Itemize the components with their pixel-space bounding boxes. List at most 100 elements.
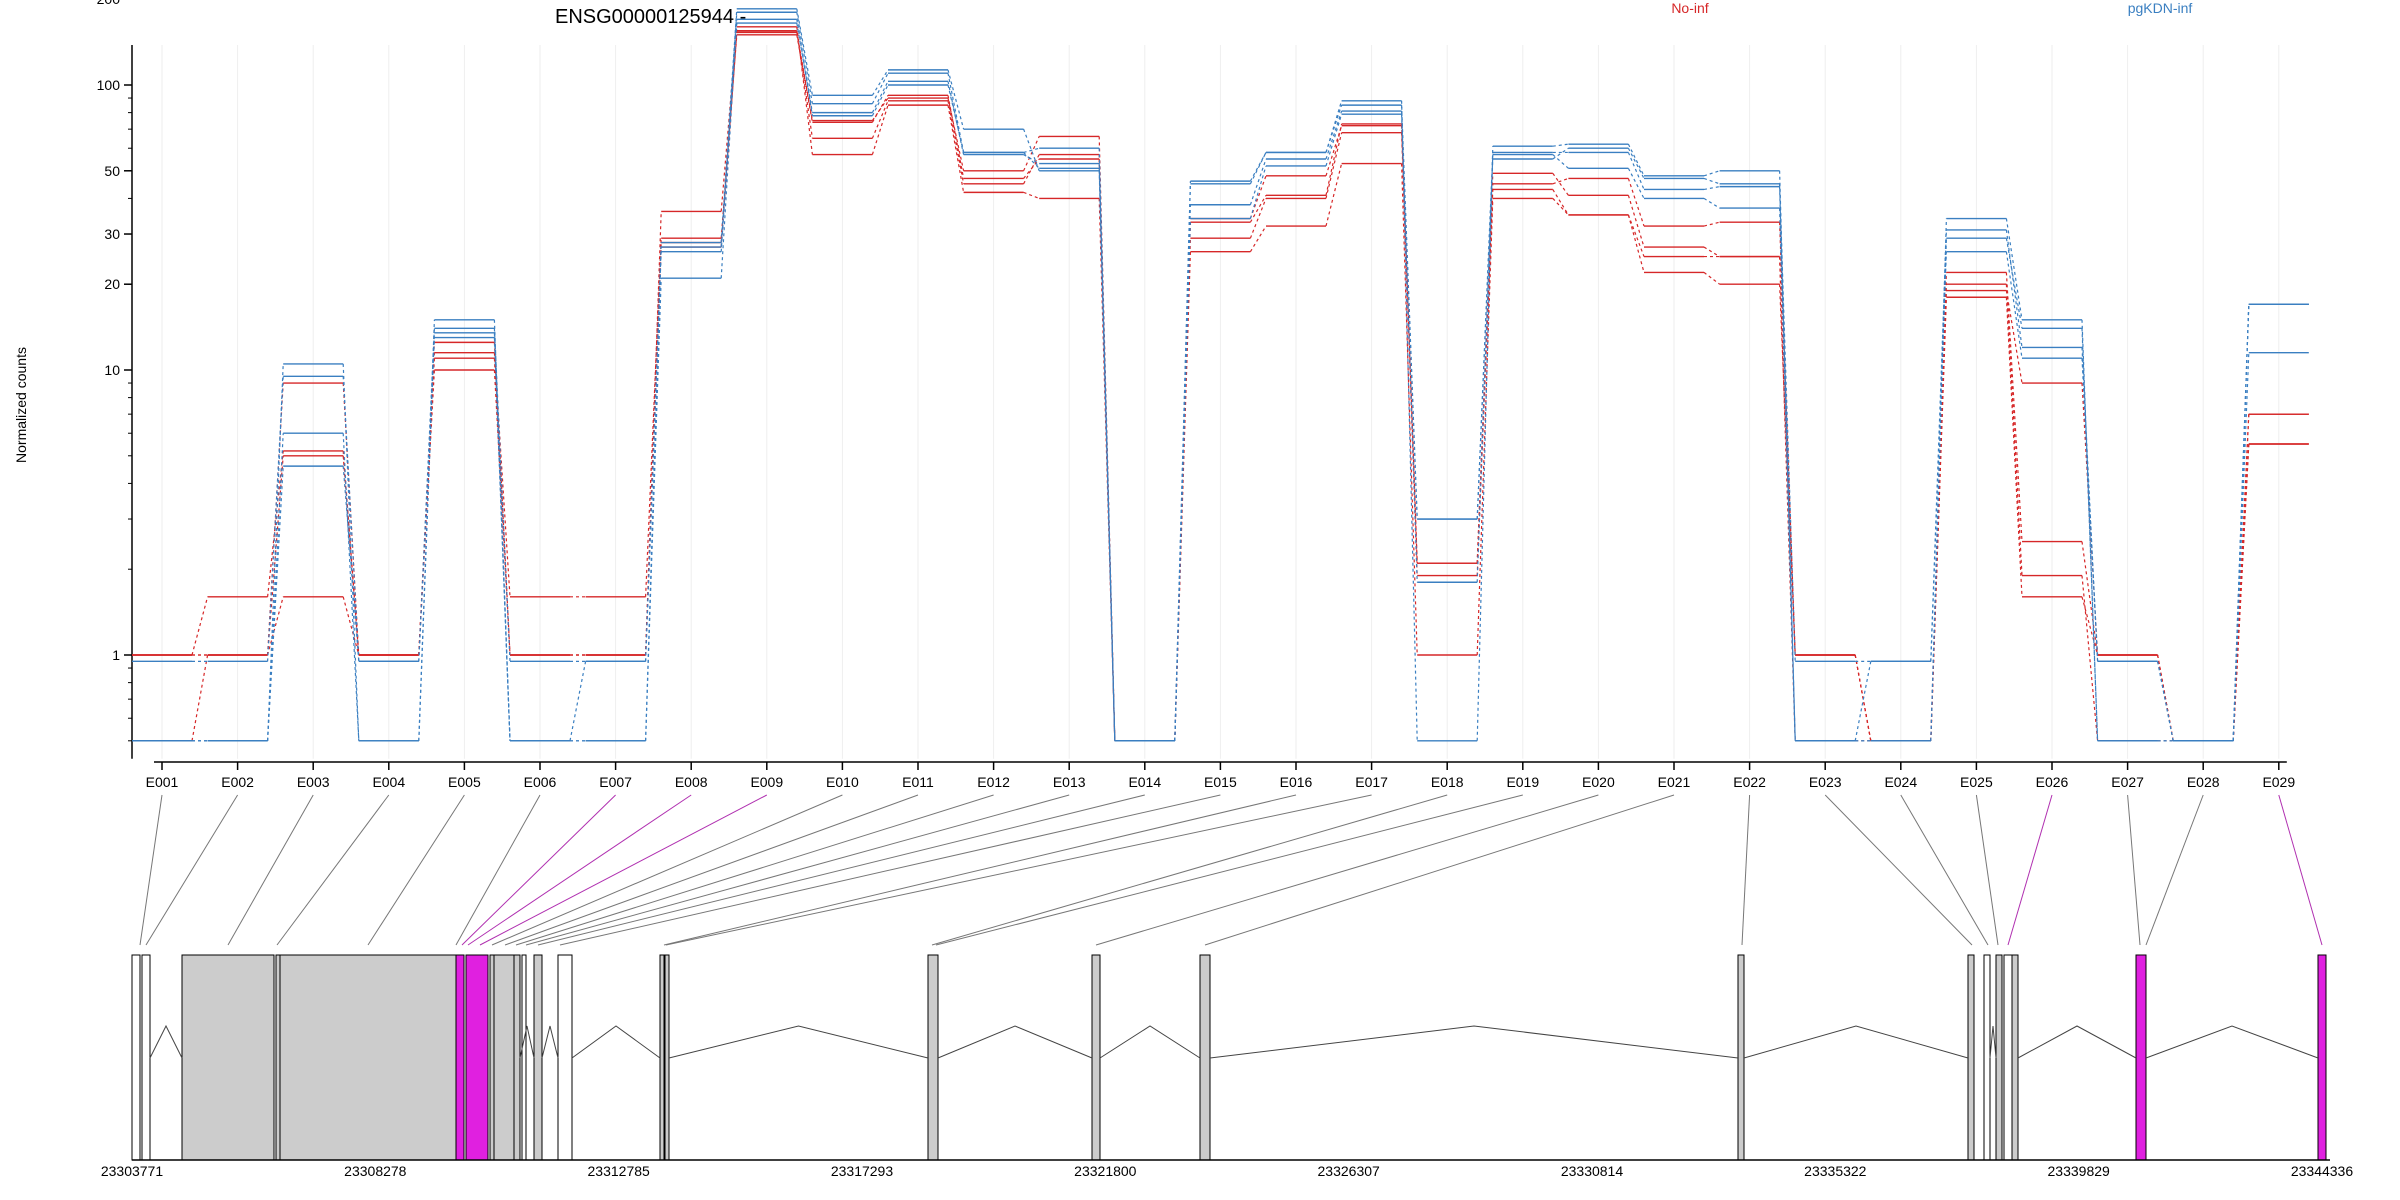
- x-tick-label-e016: E016: [1280, 774, 1313, 790]
- y-axis: 1 10 20 30 50 100 200: [97, 0, 133, 759]
- connector-e021: [1204, 794, 1675, 946]
- connector-e013: [525, 794, 1070, 946]
- coordinate-label-2: 23308278: [344, 1163, 407, 1179]
- segment-8-10: [871, 69, 889, 96]
- segment-7-11: [947, 73, 965, 153]
- segment-8-21: [1703, 170, 1720, 177]
- segment-7-26: [2081, 347, 2099, 662]
- segment-8-24: [1930, 218, 1947, 741]
- exon-box-19: [1737, 954, 1745, 1161]
- exon-box-17: [1091, 954, 1101, 1161]
- segment-4-11: [947, 97, 965, 171]
- exon-box-12: [533, 954, 543, 1161]
- segment-6-13: [1098, 163, 1116, 741]
- segment-7-21: [1703, 177, 1720, 185]
- segment-5-19: [1552, 154, 1569, 169]
- segment-4-25: [2005, 290, 2023, 384]
- x-tick-label-e014: E014: [1128, 774, 1161, 790]
- segment-6-10: [871, 81, 889, 113]
- segment-7-13: [1098, 148, 1116, 741]
- connector-e009: [479, 794, 768, 946]
- coordinate-label-9: 23339829: [2048, 1163, 2111, 1179]
- connector-e027: [2127, 794, 2141, 946]
- segment-8-18: [1476, 146, 1494, 741]
- intron-chevron-11: [2017, 1025, 2137, 1059]
- segment-6-20: [1627, 152, 1645, 190]
- segment-5-15: [1249, 165, 1267, 219]
- exon-box-1: [131, 954, 141, 1161]
- coordinate-label-7: 23330814: [1561, 1163, 1624, 1179]
- connector-e014: [537, 794, 1145, 946]
- segment-1-12: [1023, 191, 1040, 199]
- connector-e024: [1900, 794, 1989, 946]
- x-tick-label-e003: E003: [297, 774, 330, 790]
- connector-e022: [1741, 794, 1751, 946]
- x-tick-label-e011: E011: [902, 774, 934, 790]
- segment-6-15: [1249, 158, 1267, 205]
- coordinate-label-8: 23335322: [1804, 1163, 1867, 1179]
- x-tick-label-e015: E015: [1204, 774, 1237, 790]
- intron-chevron-7: [1099, 1025, 1201, 1059]
- x-tick-label-e002: E002: [221, 774, 254, 790]
- segment-5-8: [720, 19, 738, 279]
- exon-box-8: [489, 954, 495, 1161]
- segment-4-20: [1627, 178, 1645, 227]
- intron-chevron-1: [149, 1024, 183, 1059]
- exon-box-6: [455, 954, 465, 1161]
- segment-2-3: [342, 596, 360, 656]
- segment-8-2: [267, 363, 284, 741]
- exon-box-14: [659, 954, 665, 1161]
- segment-8-12: [1023, 128, 1040, 172]
- x-tick-label-e018: E018: [1431, 774, 1464, 790]
- connector-e005: [367, 794, 465, 946]
- segment-6-21: [1703, 186, 1720, 191]
- connector-e020: [1095, 794, 1599, 946]
- intron-chevron-2: [519, 1025, 535, 1059]
- x-tick-label-e027: E027: [2111, 774, 2144, 790]
- connector-e016: [663, 794, 1297, 946]
- segment-1-16: [1325, 163, 1343, 227]
- connector-e019: [935, 794, 1523, 946]
- segment-8-5: [493, 319, 511, 741]
- segment-7-15: [1249, 152, 1267, 185]
- intron-chevron-9: [1743, 1025, 1969, 1059]
- chart-title: ENSG00000125944 -: [555, 6, 746, 28]
- segment-6-6: [569, 661, 587, 741]
- segment-1-25: [2005, 297, 2023, 597]
- segment-7-8: [720, 12, 738, 252]
- connector-e017: [665, 794, 1372, 946]
- segment-3-8: [720, 34, 738, 239]
- segment-8-11: [947, 69, 965, 130]
- segment-2-20: [1627, 214, 1645, 257]
- segment-7-12: [1023, 147, 1040, 154]
- x-tick-label-e008: E008: [675, 774, 708, 790]
- segment-2-25: [2005, 284, 2023, 576]
- segment-1-11: [947, 105, 965, 193]
- segment-1-17: [1401, 163, 1418, 656]
- segment-1-15: [1249, 225, 1267, 253]
- exon-box-3: [181, 954, 275, 1161]
- segment-7-17: [1401, 105, 1418, 520]
- exon-box-16: [927, 954, 939, 1161]
- segment-4-9: [796, 32, 813, 121]
- segment-8-9: [796, 8, 813, 96]
- coordinate-label-1: 23303771: [101, 1163, 164, 1179]
- exon-box-4: [275, 954, 281, 1161]
- exon-box-15: [664, 954, 670, 1161]
- x-tick-label-e020: E020: [1582, 774, 1615, 790]
- x-tick-label-e001: E001: [146, 774, 179, 790]
- segment-7-9: [796, 12, 813, 104]
- x-tick-label-e017: E017: [1355, 774, 1388, 790]
- segment-1-22: [1779, 284, 1796, 656]
- x-tick-label-e028: E028: [2187, 774, 2220, 790]
- segment-7-7: [645, 251, 662, 662]
- segment-8-28: [2232, 304, 2250, 741]
- segment-7-19: [1552, 147, 1569, 160]
- segment-4-21: [1703, 221, 1720, 227]
- coordinate-label-5: 23321800: [1074, 1163, 1137, 1179]
- exon-box-23: [2003, 954, 2013, 1161]
- segment-5-7: [645, 278, 662, 741]
- legend-label-pgkdn-inf: pgKDN-inf: [2128, 0, 2193, 16]
- y-tick-label-200: 200: [97, 0, 121, 7]
